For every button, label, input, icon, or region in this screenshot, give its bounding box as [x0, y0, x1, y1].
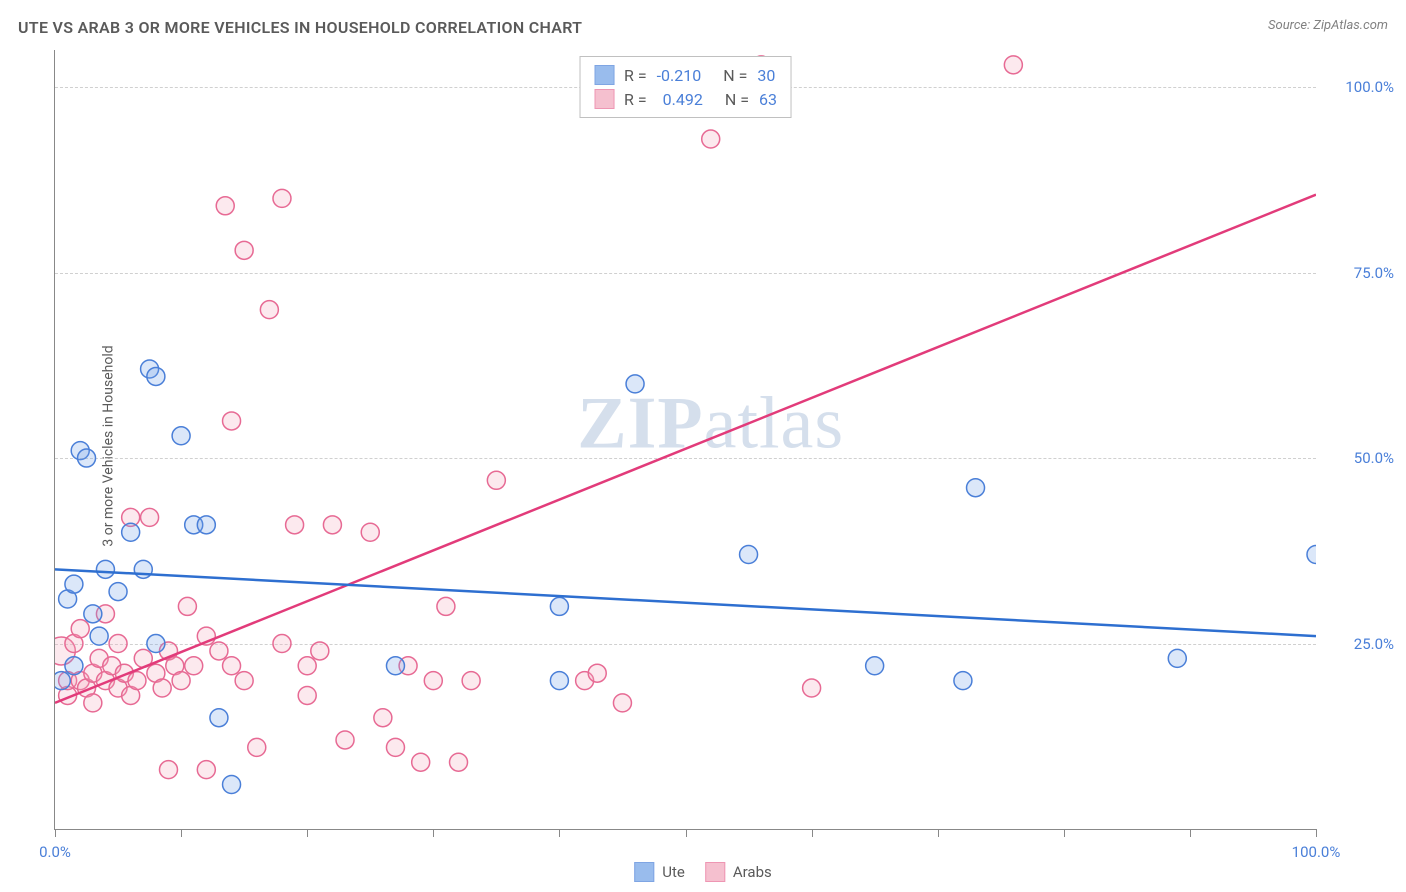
data-point: [223, 412, 241, 430]
x-tick-label: 100.0%: [1292, 843, 1341, 861]
x-tick: [686, 829, 687, 837]
data-point: [153, 679, 171, 697]
data-point: [223, 657, 241, 675]
data-point: [172, 672, 190, 690]
x-tick: [55, 829, 56, 837]
data-point: [588, 664, 606, 682]
data-point: [273, 189, 291, 207]
data-point: [178, 597, 196, 615]
data-point: [65, 657, 83, 675]
x-tick: [559, 829, 560, 837]
data-point: [361, 523, 379, 541]
data-point: [437, 597, 455, 615]
data-point: [412, 753, 430, 771]
data-point: [1004, 56, 1022, 74]
data-point: [84, 694, 102, 712]
legend-row-arabs: R = 0.492 N = 63: [594, 87, 777, 111]
data-point: [967, 479, 985, 497]
data-point: [298, 657, 316, 675]
x-tick-label: 0.0%: [39, 843, 71, 861]
data-point: [424, 672, 442, 690]
data-point: [109, 583, 127, 601]
data-point: [197, 761, 215, 779]
data-point: [386, 657, 404, 675]
data-point: [55, 672, 70, 690]
scatter-plot-svg: [55, 50, 1316, 829]
data-point: [210, 709, 228, 727]
data-point: [487, 471, 505, 489]
data-point: [323, 516, 341, 534]
swatch-arabs: [594, 89, 614, 109]
data-point: [134, 560, 152, 578]
swatch-ute: [594, 65, 614, 85]
data-point: [702, 130, 720, 148]
legend-swatch-ute: [634, 862, 654, 882]
chart-container: UTE VS ARAB 3 OR MORE VEHICLES IN HOUSEH…: [0, 0, 1406, 892]
data-point: [954, 672, 972, 690]
data-point: [185, 657, 203, 675]
data-point: [1307, 545, 1316, 563]
data-point: [84, 605, 102, 623]
data-point: [803, 679, 821, 697]
y-tick-label: 100.0%: [1345, 78, 1394, 96]
data-point: [172, 427, 190, 445]
data-point: [311, 642, 329, 660]
data-point: [90, 627, 108, 645]
data-point: [626, 375, 644, 393]
data-point: [210, 642, 228, 660]
data-point: [159, 761, 177, 779]
data-point: [386, 738, 404, 756]
data-point: [65, 575, 83, 593]
data-point: [273, 635, 291, 653]
data-point: [197, 516, 215, 534]
y-tick-label: 50.0%: [1354, 449, 1394, 467]
source-attribution: Source: ZipAtlas.com: [1268, 18, 1388, 33]
legend-row-ute: R = -0.210 N = 30: [594, 63, 777, 87]
data-point: [109, 635, 127, 653]
data-point: [78, 449, 96, 467]
legend-item-ute: Ute: [634, 862, 685, 882]
plot-area: ZIPatlas R = -0.210 N = 30 R = 0.492 N =…: [54, 50, 1316, 830]
chart-title: UTE VS ARAB 3 OR MORE VEHICLES IN HOUSEH…: [18, 18, 582, 37]
data-point: [128, 672, 146, 690]
x-tick: [433, 829, 434, 837]
data-point: [260, 301, 278, 319]
legend-swatch-arabs: [705, 862, 725, 882]
correlation-legend: R = -0.210 N = 30 R = 0.492 N = 63: [579, 56, 792, 118]
data-point: [223, 775, 241, 793]
data-point: [866, 657, 884, 675]
data-point: [298, 686, 316, 704]
x-tick: [1064, 829, 1065, 837]
data-point: [450, 753, 468, 771]
x-tick: [1316, 829, 1317, 837]
x-tick: [812, 829, 813, 837]
data-point: [216, 197, 234, 215]
x-tick: [938, 829, 939, 837]
x-tick: [1190, 829, 1191, 837]
data-point: [613, 694, 631, 712]
data-point: [462, 672, 480, 690]
data-point: [147, 635, 165, 653]
legend-item-arabs: Arabs: [705, 862, 772, 882]
series-legend: Ute Arabs: [634, 862, 772, 882]
data-point: [740, 545, 758, 563]
data-point: [550, 672, 568, 690]
data-point: [235, 241, 253, 259]
data-point: [374, 709, 392, 727]
x-tick: [181, 829, 182, 837]
y-tick-label: 75.0%: [1354, 264, 1394, 282]
y-tick-label: 25.0%: [1354, 635, 1394, 653]
data-point: [235, 672, 253, 690]
x-tick: [307, 829, 308, 837]
data-point: [71, 620, 89, 638]
data-point: [336, 731, 354, 749]
data-point: [550, 597, 568, 615]
data-point: [141, 508, 159, 526]
data-point: [286, 516, 304, 534]
data-point: [248, 738, 266, 756]
data-point: [96, 560, 114, 578]
data-point: [122, 523, 140, 541]
data-point: [1168, 649, 1186, 667]
data-point: [147, 367, 165, 385]
